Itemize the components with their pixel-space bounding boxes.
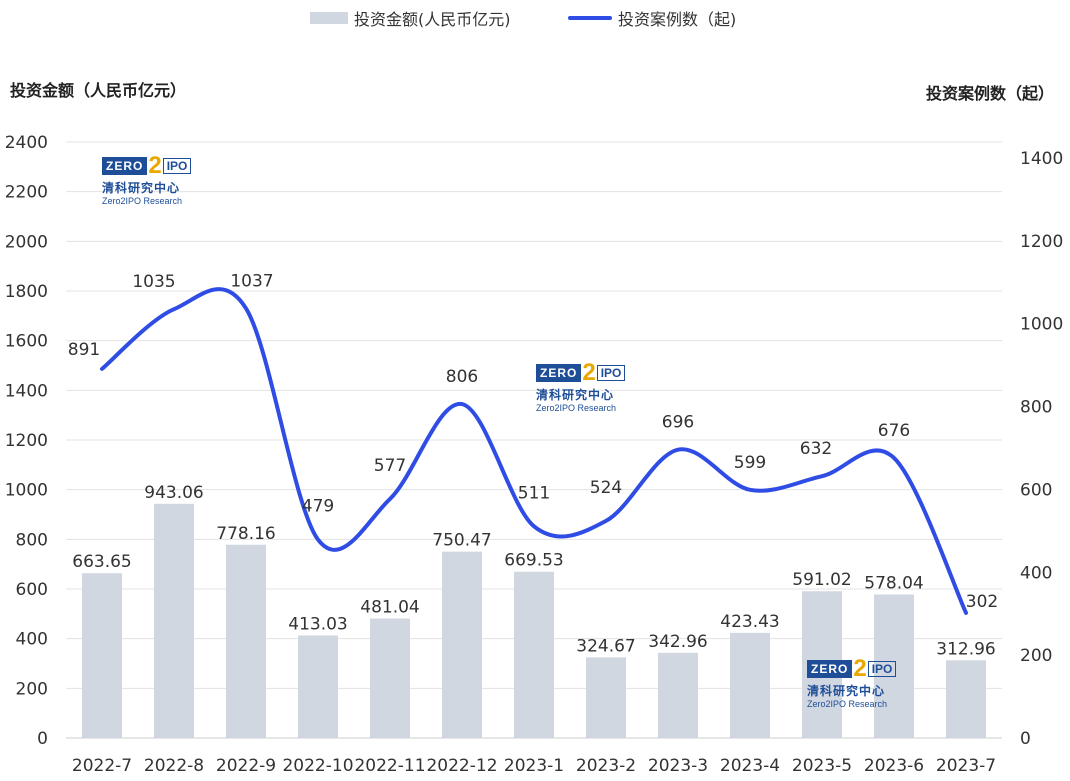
legend-bar-label: 投资金额(人民币亿元) [354, 10, 511, 29]
bar-value-label: 423.43 [720, 612, 779, 632]
watermark-logo: ZERO 2 IPO 清科研究中心 Zero2IPO Research [536, 361, 628, 416]
bar [442, 551, 482, 738]
count-line [100, 287, 968, 615]
line-value-label: 479 [302, 497, 334, 517]
bar [370, 618, 410, 738]
x-tick-label: 2022-10 [282, 756, 353, 776]
bar-value-label: 413.03 [288, 614, 347, 634]
line-value-label: 676 [878, 421, 910, 441]
bar [82, 573, 122, 738]
left-axis-tick-label: 1400 [5, 381, 48, 401]
bar [946, 660, 986, 738]
line-value-label: 632 [800, 439, 832, 459]
bar-value-label: 663.65 [72, 552, 131, 572]
x-tick-label: 2022-11 [354, 756, 425, 776]
bar-value-label: 342.96 [648, 632, 707, 652]
line-value-label: 511 [518, 483, 550, 503]
right-axis-tick-label: 1000 [1020, 315, 1063, 335]
x-tick-label: 2022-12 [426, 756, 497, 776]
left-axis-tick-label: 1200 [5, 431, 48, 451]
left-axis-tick-label: 2000 [5, 232, 48, 252]
legend-item-amount[interactable]: 投资金额(人民币亿元) [310, 6, 511, 30]
watermark-logo: ZERO 2 IPO 清科研究中心 Zero2IPO Research [807, 657, 899, 712]
right-axis-tick-label: 200 [1020, 646, 1052, 666]
bar [514, 571, 554, 738]
watermark-logo: ZERO 2 IPO 清科研究中心 Zero2IPO Research [102, 154, 194, 209]
left-axis-tick-label: 2200 [5, 183, 48, 203]
line-value-label: 524 [590, 478, 622, 498]
left-axis-tick-label: 1000 [5, 481, 48, 501]
bar-value-label: 778.16 [216, 524, 275, 544]
bar [658, 652, 698, 738]
line-value-label: 806 [446, 367, 478, 387]
x-tick-label: 2023-1 [504, 756, 564, 776]
x-tick-label: 2023-4 [720, 756, 780, 776]
bar [298, 635, 338, 738]
bar [874, 594, 914, 738]
bar [226, 544, 266, 738]
left-axis-tick-label: 1800 [5, 282, 48, 302]
bar [154, 503, 194, 738]
bar [586, 657, 626, 738]
line-value-label: 1037 [230, 271, 273, 291]
left-axis-tick-label: 800 [16, 530, 48, 550]
line-value-label: 577 [374, 456, 406, 476]
x-tick-label: 2023-6 [864, 756, 924, 776]
line-value-label: 1035 [132, 272, 175, 292]
left-axis-tick-label: 1600 [5, 332, 48, 352]
x-tick-label: 2023-7 [936, 756, 996, 776]
left-axis-tick-label: 600 [16, 580, 48, 600]
bar-value-label: 324.67 [576, 636, 635, 656]
right-axis-tick-label: 1200 [1020, 232, 1063, 252]
bar-value-label: 312.96 [936, 639, 995, 659]
legend-bar-swatch [310, 12, 348, 24]
bar-value-label: 669.53 [504, 551, 563, 571]
bar-value-label: 591.02 [792, 570, 851, 590]
left-axis-tick-label: 0 [37, 729, 48, 749]
legend-line-swatch [568, 16, 612, 20]
bar [730, 632, 770, 738]
right-axis-tick-label: 0 [1020, 729, 1031, 749]
x-tick-label: 2023-3 [648, 756, 708, 776]
left-axis-tick-label: 2400 [5, 133, 48, 153]
left-axis-tick-label: 200 [16, 679, 48, 699]
right-axis-title: 投资案例数（起） [925, 84, 1054, 103]
line-value-label: 891 [68, 340, 100, 360]
line-value-label: 696 [662, 413, 694, 433]
left-axis-tick-label: 400 [16, 630, 48, 650]
x-tick-label: 2022-9 [216, 756, 276, 776]
left-axis-title: 投资金额（人民币亿元） [10, 81, 187, 100]
bar-value-label: 750.47 [432, 531, 491, 551]
x-tick-label: 2022-8 [144, 756, 204, 776]
line-value-label: 302 [966, 592, 998, 612]
x-tick-label: 2022-7 [72, 756, 132, 776]
right-axis-tick-label: 800 [1020, 398, 1052, 418]
bar-value-label: 943.06 [144, 483, 203, 503]
line-value-label: 599 [734, 453, 766, 473]
x-tick-label: 2023-2 [576, 756, 636, 776]
right-axis-tick-label: 600 [1020, 480, 1052, 500]
legend: 投资金额(人民币亿元) 投资案例数（起) [0, 6, 1070, 32]
bar-value-label: 481.04 [360, 598, 419, 618]
legend-line-label: 投资案例数（起) [618, 10, 737, 29]
legend-item-count[interactable]: 投资案例数（起) [568, 6, 736, 30]
right-axis-tick-label: 1400 [1020, 149, 1063, 169]
x-tick-label: 2023-5 [792, 756, 852, 776]
right-axis-tick-label: 400 [1020, 563, 1052, 583]
bar-value-label: 578.04 [864, 573, 923, 593]
